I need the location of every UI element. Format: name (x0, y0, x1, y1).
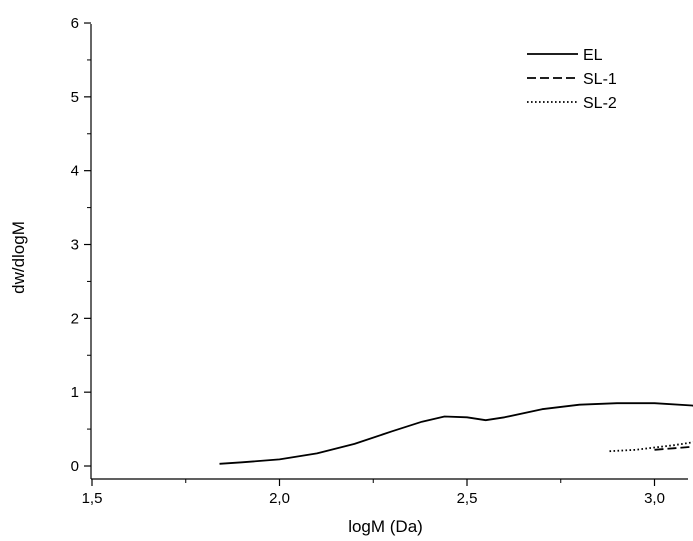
x-axis-title: logM (Da) (348, 517, 423, 536)
chart-axes: 1,52,02,53,03,54,04,50123456 (71, 15, 688, 507)
chart-legend: EL SL-1 SL-2 (527, 47, 617, 112)
y-tick-label: 2 (71, 310, 79, 327)
y-tick-label: 0 (71, 458, 79, 475)
series-line-sl-2 (609, 441, 693, 453)
legend-label-sl-2: SL-2 (583, 95, 617, 112)
series-line-el (219, 402, 693, 465)
y-axis-title: dw/dlogM (9, 221, 28, 294)
y-tick-label: 4 (71, 163, 79, 180)
series-line-sl-1 (654, 445, 693, 451)
chart-series (219, 402, 693, 465)
y-tick-label: 3 (71, 237, 79, 254)
x-tick-label: 2,0 (269, 490, 290, 507)
y-tick-label: 6 (71, 15, 79, 32)
x-tick-label: 2,5 (457, 490, 478, 507)
x-tick-label: 3,0 (644, 490, 665, 507)
x-tick-label: 1,5 (82, 490, 103, 507)
y-tick-label: 5 (71, 89, 79, 106)
legend-label-el: EL (583, 47, 603, 64)
y-tick-label: 1 (71, 384, 79, 401)
legend-label-sl-1: SL-1 (583, 71, 617, 88)
